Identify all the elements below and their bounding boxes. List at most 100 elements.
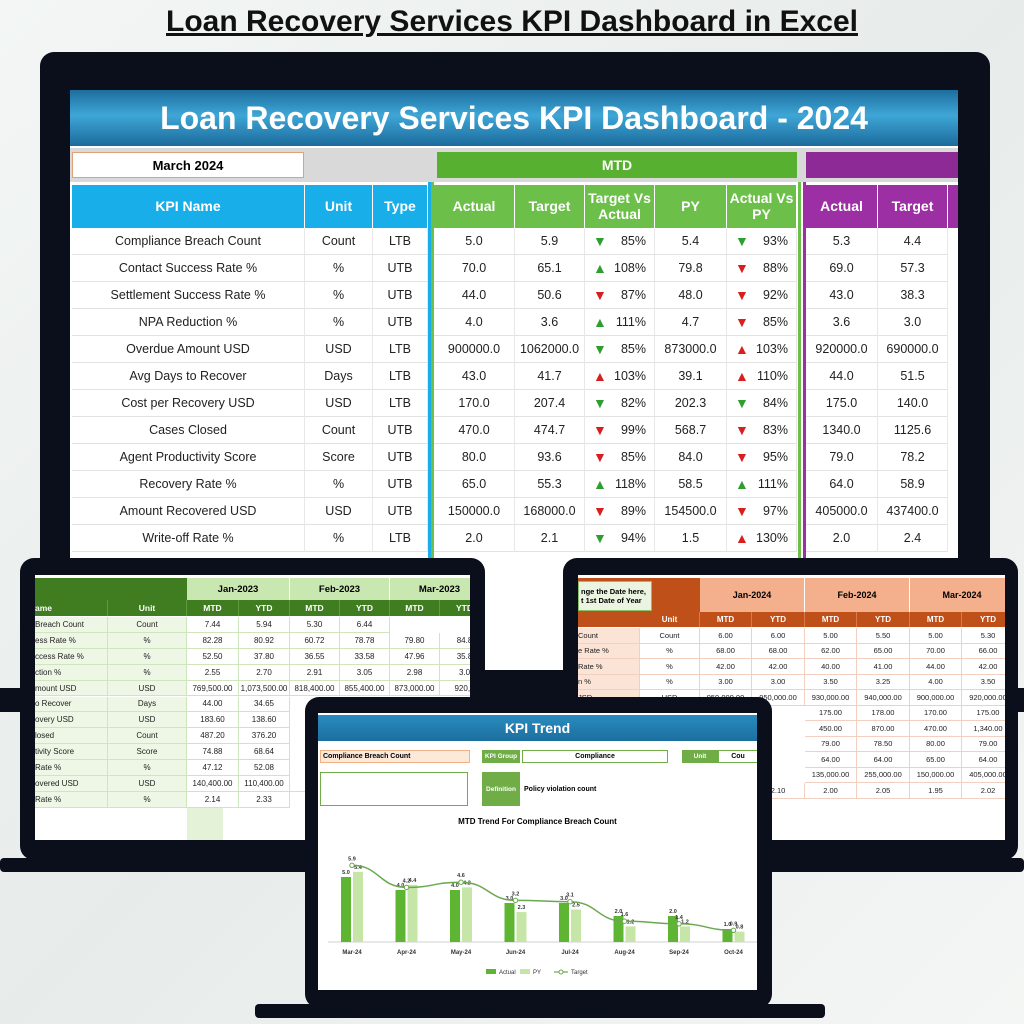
table-cell: 68.00	[752, 643, 805, 659]
table-cell: 74.88	[187, 744, 239, 761]
column-header: YTD	[857, 612, 910, 627]
table-cell: NPA Reduction %	[72, 309, 305, 336]
table-cell: ▲ 110%	[727, 363, 797, 390]
table-cell: ▼ 82%	[585, 390, 655, 417]
table-cell: 79.8	[655, 255, 727, 282]
target-point	[458, 879, 464, 885]
table-cell: Cost per Recovery USD	[72, 390, 305, 417]
table-cell: Count	[578, 628, 640, 644]
legend-label: Target	[571, 970, 588, 976]
month-header: Jan-2024	[700, 578, 805, 612]
section-divider	[428, 182, 431, 670]
table-cell: 900000.0	[434, 336, 515, 363]
trend-arrow: ▼	[735, 233, 749, 249]
table-cell: 1.5	[655, 525, 727, 552]
table-cell: Avg Days to Recover	[72, 363, 305, 390]
table-cell: ▲ 111%	[585, 309, 655, 336]
column-header: MTD	[290, 600, 340, 616]
table-cell: USD	[305, 390, 373, 417]
percent: 108%	[614, 261, 646, 275]
table-cell: Cases Closed	[72, 417, 305, 444]
legend-swatch	[558, 969, 564, 975]
table-cell: 79.0	[806, 444, 878, 471]
table-cell: 2.33	[239, 791, 290, 808]
table-cell: 1.95	[910, 783, 962, 799]
table-cell: 78.78	[340, 632, 390, 649]
table-cell: 690000.0	[878, 336, 948, 363]
header-band	[35, 578, 187, 600]
table-cell: 150,000.00	[910, 767, 962, 783]
table-cell: 568.7	[655, 417, 727, 444]
table-cell: 4.4	[878, 228, 948, 255]
target-point	[567, 899, 573, 905]
legend-label: PY	[533, 970, 541, 976]
table-cell: Count	[108, 617, 187, 633]
table-cell: o Recover	[35, 696, 108, 713]
table-cell: Score	[108, 744, 187, 761]
x-tick-label: Apr-24	[397, 950, 417, 956]
note-line: t 1st Date of Year	[581, 596, 642, 605]
table-cell: 4.7	[655, 309, 727, 336]
page-title: Loan Recovery Services KPI Dashboard in …	[166, 5, 858, 38]
column-header: YTD	[239, 600, 290, 616]
table-cell: Days	[108, 696, 187, 713]
trend-arrow: ▲	[593, 368, 607, 384]
table-cell: 1125.6	[878, 417, 948, 444]
table-cell: overy USD	[35, 712, 108, 729]
table-cell: UTB	[373, 417, 428, 444]
table-cell: %	[108, 664, 187, 681]
table-cell: Recovery Rate %	[72, 471, 305, 498]
table-cell: 2.00	[805, 783, 857, 799]
table-cell: LTB	[373, 363, 428, 390]
trend-arrow: ▲	[593, 314, 607, 330]
legend-swatch	[486, 969, 496, 974]
table-cell: 175.0	[806, 390, 878, 417]
trend-arrow: ▼	[735, 260, 749, 276]
table-cell: %	[108, 760, 187, 776]
table-cell: 3.00	[700, 674, 752, 690]
legend-swatch	[520, 969, 530, 974]
table-cell: 39.1	[655, 363, 727, 390]
x-tick-label: Oct-24	[724, 950, 743, 956]
table-cell: 58.9	[878, 471, 948, 498]
table-cell: %	[305, 471, 373, 498]
target-point	[621, 918, 628, 924]
x-tick-label: Sep-24	[669, 950, 689, 956]
ytd-banner	[806, 152, 958, 178]
table-cell: 64.00	[962, 752, 1005, 768]
column-header: KPI Name	[72, 185, 305, 228]
table-cell: 2.0	[806, 525, 878, 552]
trend-arrow: ▲	[593, 476, 607, 492]
table-cell: 175.00	[962, 705, 1005, 721]
table-cell: 470.00	[910, 721, 962, 737]
trend-arrow: ▼	[593, 395, 607, 411]
trend-screen: KPI Trend Compliance Breach Count KPI Grou…	[318, 713, 757, 990]
bar	[407, 884, 418, 942]
table-cell: 6.00	[700, 628, 752, 644]
table-cell: Rate %	[35, 791, 108, 808]
table-cell: ▼ 85%	[585, 228, 655, 255]
table-cell: 873000.0	[655, 336, 727, 363]
table-cell: ▲ 103%	[585, 363, 655, 390]
data-label: 5.0	[342, 870, 350, 876]
table-cell: 35.8	[440, 648, 470, 665]
data-label: 4.2	[403, 878, 411, 884]
table-cell: 78.2	[878, 444, 948, 471]
percent: 118%	[614, 477, 646, 491]
column-header: MTD	[187, 600, 239, 616]
unit-value: Cou	[718, 750, 757, 763]
trend-arrow: ▲	[735, 368, 749, 384]
x-tick-label: Jun-24	[506, 950, 526, 956]
table-cell: Overdue Amount USD	[72, 336, 305, 363]
trend-arrow: ▼	[593, 503, 607, 519]
month-header: Feb-2023	[290, 578, 390, 600]
table-cell: LTB	[373, 228, 428, 255]
table-cell: 65.0	[434, 471, 515, 498]
table-cell: 62.00	[805, 643, 857, 659]
table-cell: %	[305, 282, 373, 309]
data-label: 1.4	[675, 915, 684, 921]
x-tick-label: Aug-24	[614, 950, 635, 956]
table-cell: 3.6	[515, 309, 585, 336]
table-cell: 68.64	[239, 744, 290, 761]
table-cell: 154500.0	[655, 498, 727, 525]
